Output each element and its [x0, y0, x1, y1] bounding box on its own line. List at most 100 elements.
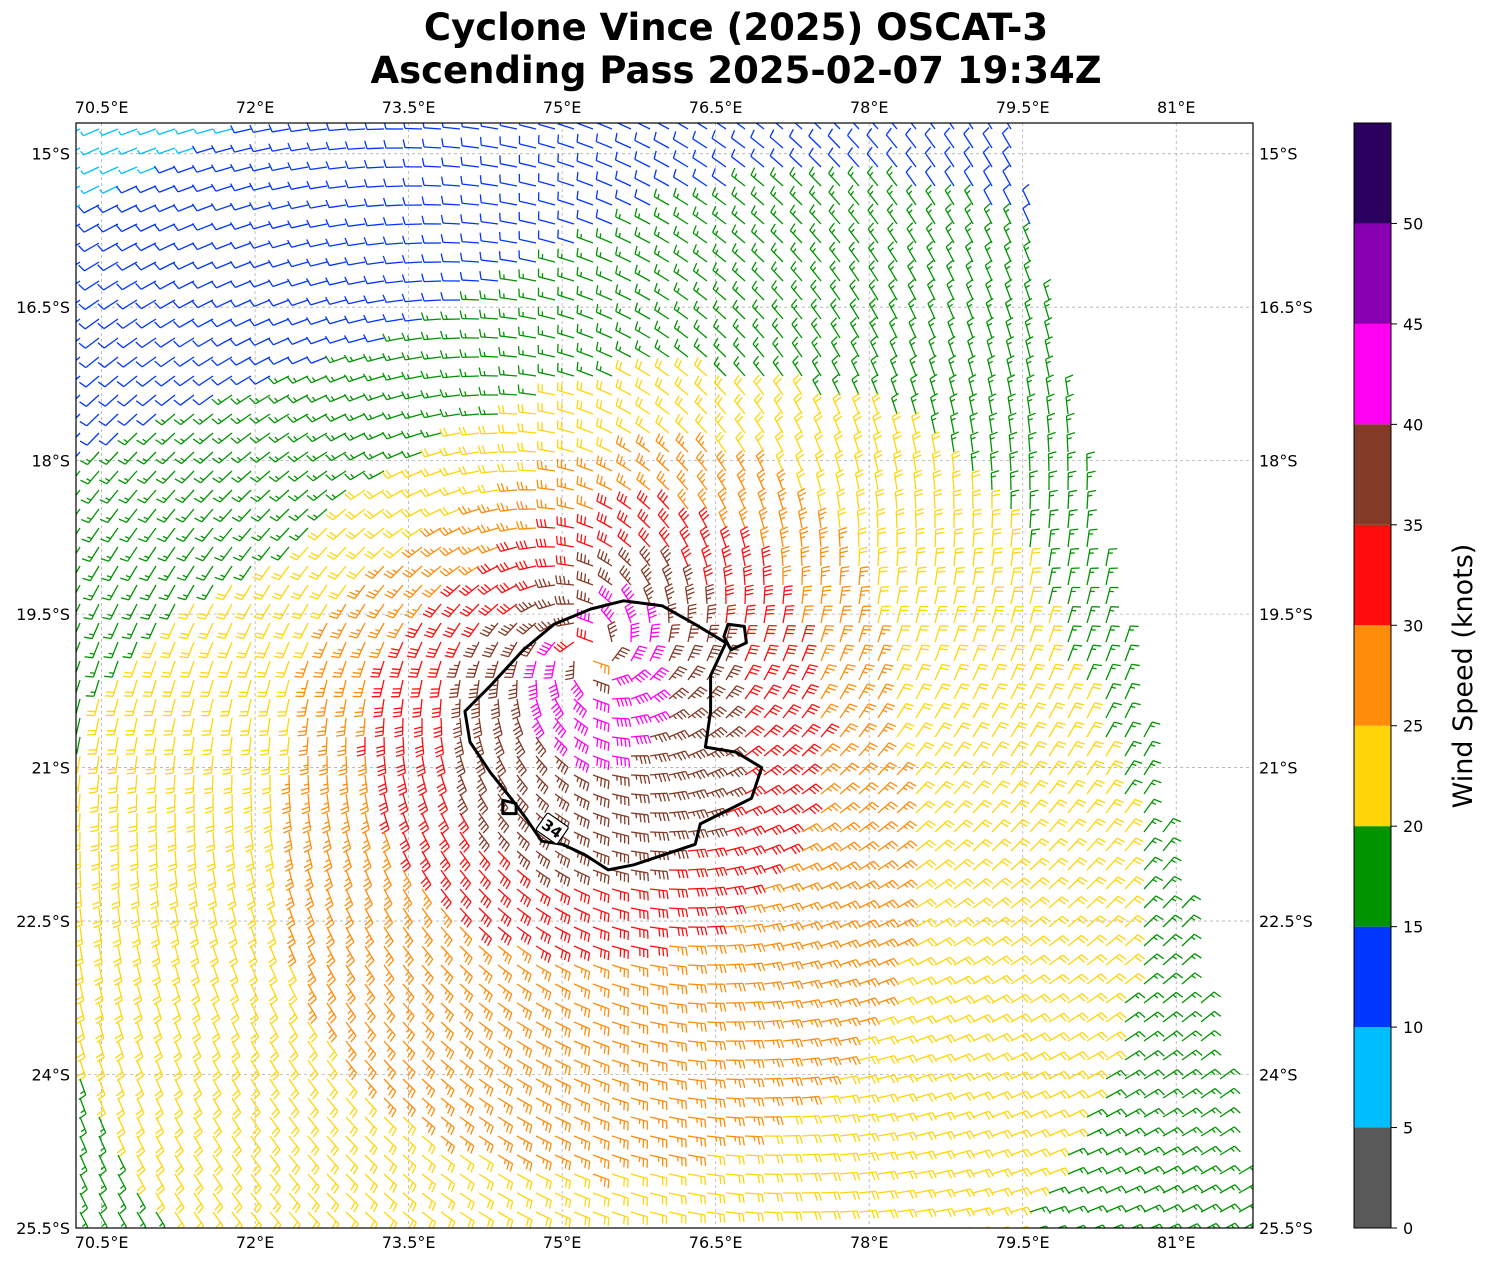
wind-barb	[323, 869, 334, 892]
wind-barb	[421, 1078, 436, 1098]
wind-barb	[78, 337, 100, 349]
wind-barb	[972, 1013, 995, 1024]
wind-barb	[820, 940, 843, 950]
lon-label-bottom: 76.5°E	[689, 1233, 743, 1252]
wind-barb	[643, 582, 654, 605]
wind-barb	[299, 755, 309, 776]
wind-barb	[325, 470, 347, 481]
wind-barb	[153, 1040, 163, 1063]
wind-barb	[439, 369, 461, 379]
wind-barb	[307, 1154, 320, 1176]
wind-barb	[117, 451, 138, 465]
wind-barb	[557, 267, 575, 282]
wind-barb	[497, 1078, 513, 1097]
wind-barb	[1029, 1051, 1052, 1061]
wind-barb	[440, 253, 461, 263]
wind-barb	[573, 1078, 591, 1094]
wind-barb	[282, 793, 291, 815]
wind-barb	[382, 508, 404, 519]
wind-barb	[576, 399, 594, 415]
wind-barb	[789, 204, 803, 225]
wind-barb	[893, 450, 903, 472]
wind-barb	[953, 527, 964, 548]
wind-barb	[576, 551, 594, 567]
wind-barb	[673, 244, 689, 263]
wind-barb	[934, 683, 951, 700]
wind-barb	[1067, 954, 1089, 966]
wind-barb	[896, 702, 914, 719]
wind-barb	[672, 169, 689, 187]
wind-barb	[1086, 1089, 1109, 1099]
wind-barb	[1086, 934, 1108, 947]
wind-barb	[850, 354, 860, 377]
wind-barb	[576, 532, 594, 548]
wind-barb	[459, 1192, 475, 1211]
wind-barb	[76, 527, 81, 536]
wind-barb	[687, 1154, 707, 1167]
wind-barb	[95, 1040, 105, 1063]
wind-barb	[802, 1231, 821, 1239]
wind-barb	[986, 355, 996, 377]
wind-barb	[753, 374, 765, 396]
wind-barb	[282, 812, 292, 834]
wind-barb	[649, 1154, 668, 1168]
wind-barb	[440, 272, 461, 282]
wind-barb	[149, 869, 159, 891]
wind-barb	[381, 831, 391, 854]
wind-barb	[535, 888, 551, 907]
wind-barb	[934, 819, 955, 833]
wind-barb	[1105, 606, 1120, 624]
wind-barb	[972, 605, 986, 624]
wind-barb	[915, 781, 936, 795]
wind-barb	[440, 330, 461, 340]
wind-barb	[649, 1021, 668, 1034]
wind-barb	[611, 1211, 629, 1226]
wind-barb	[156, 1231, 165, 1251]
wind-barb	[615, 435, 632, 453]
wind-barb	[271, 584, 290, 600]
wind-barb	[892, 431, 902, 453]
wind-barb	[364, 1078, 377, 1099]
wind-barb	[782, 843, 805, 855]
wind-barb	[307, 1002, 318, 1024]
wind-barb	[1200, 1145, 1222, 1156]
wind-barb	[111, 907, 122, 929]
wind-barb	[967, 335, 976, 358]
wind-barb	[1143, 1069, 1165, 1080]
wind-barb	[831, 355, 841, 377]
wind-barb	[441, 603, 461, 618]
wind-barb	[534, 558, 556, 568]
wind-barb	[1181, 953, 1202, 966]
wind-barb	[458, 426, 480, 436]
wind-barb	[706, 1002, 727, 1012]
wind-barb	[687, 1021, 707, 1032]
wind-barb	[1181, 933, 1202, 947]
wind-barb	[250, 1154, 262, 1176]
wind-barb	[269, 1211, 282, 1228]
colorbar-segment	[1354, 323, 1391, 425]
wind-barb	[592, 869, 610, 885]
wind-barb	[673, 225, 689, 244]
wind-barb	[770, 261, 784, 282]
wind-barb	[1010, 857, 1031, 871]
wind-barb	[157, 546, 176, 562]
wind-barb	[255, 641, 271, 659]
wind-barb	[877, 1093, 899, 1103]
wind-barb	[497, 1021, 513, 1040]
wind-barb	[972, 877, 994, 890]
wind-barb	[251, 527, 271, 542]
wind-barb	[402, 983, 415, 1005]
wind-barb	[988, 393, 997, 415]
colorbar-tick-label: 15	[1403, 918, 1423, 937]
wind-barb	[810, 298, 822, 320]
wind-barb	[763, 1039, 785, 1049]
wind-barb	[384, 584, 404, 599]
wind-barb	[1181, 1107, 1203, 1118]
wind-barb	[174, 451, 195, 465]
wind-barb	[573, 1002, 591, 1018]
wind-barb	[536, 460, 556, 472]
wind-barb	[990, 470, 1000, 491]
wind-barb	[537, 383, 556, 396]
wind-barb	[829, 260, 841, 282]
wind-barb	[440, 1040, 455, 1060]
